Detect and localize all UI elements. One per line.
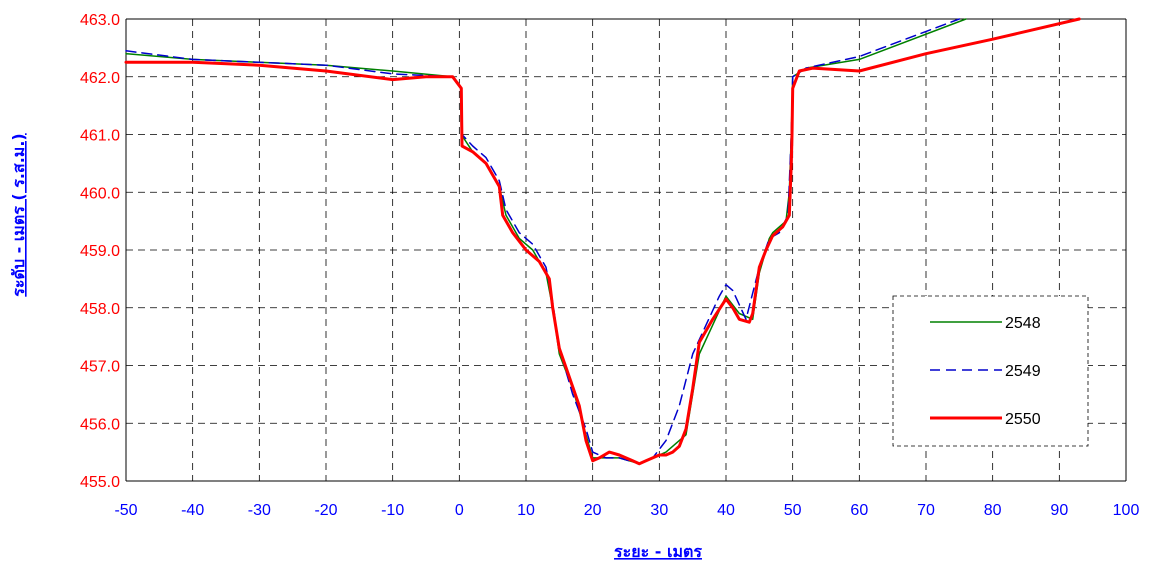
legend: 2548 2549 2550 [892,295,1089,447]
x-tick-label: 30 [650,502,668,519]
y-tick-label: 463.0 [80,12,120,29]
y-tick-label: 459.0 [80,243,120,260]
x-axis-title: ระยะ - เมตร [614,542,702,561]
series-line-2550 [124,17,1081,466]
series-lines [124,17,1081,466]
x-tick-label: 60 [850,502,868,519]
y-tick-label: 461.0 [80,128,120,145]
tick-labels: -50 -40 -30 -20 -10 0 10 20 30 40 50 60 70 80 90 100 455… [80,12,1139,519]
x-tick-label: 80 [984,502,1002,519]
x-tick-label: -10 [381,502,404,519]
x-tick-label: 50 [784,502,802,519]
x-tick-label: 40 [717,502,735,519]
y-tick-label: 457.0 [80,359,120,376]
x-tick-label: 10 [517,502,535,519]
series-line-2548 [125,18,967,465]
x-tick-label: 90 [1050,502,1068,519]
x-tick-label: 20 [584,502,602,519]
legend-label-2549: 2549 [1005,363,1041,380]
y-axis-title: ระดับ - เมตร ( ร.ส.ม.) [9,133,28,296]
y-tick-label: 455.0 [80,474,120,491]
y-tick-label: 460.0 [80,185,120,202]
x-tick-label: 70 [917,502,935,519]
x-tick-label: 0 [455,502,464,519]
y-tick-label: 458.0 [80,301,120,318]
series-line-2549 [125,18,961,465]
y-tick-label: 456.0 [80,416,120,433]
x-tick-label: -40 [181,502,204,519]
x-tick-label: -50 [114,502,137,519]
legend-box [892,295,1089,447]
legend-label-2548: 2548 [1005,315,1041,332]
y-tick-label: 462.0 [80,70,120,87]
x-tick-label: -30 [248,502,271,519]
legend-label-2550: 2550 [1005,411,1041,428]
x-tick-label: -20 [314,502,337,519]
x-tick-label: 100 [1113,502,1140,519]
